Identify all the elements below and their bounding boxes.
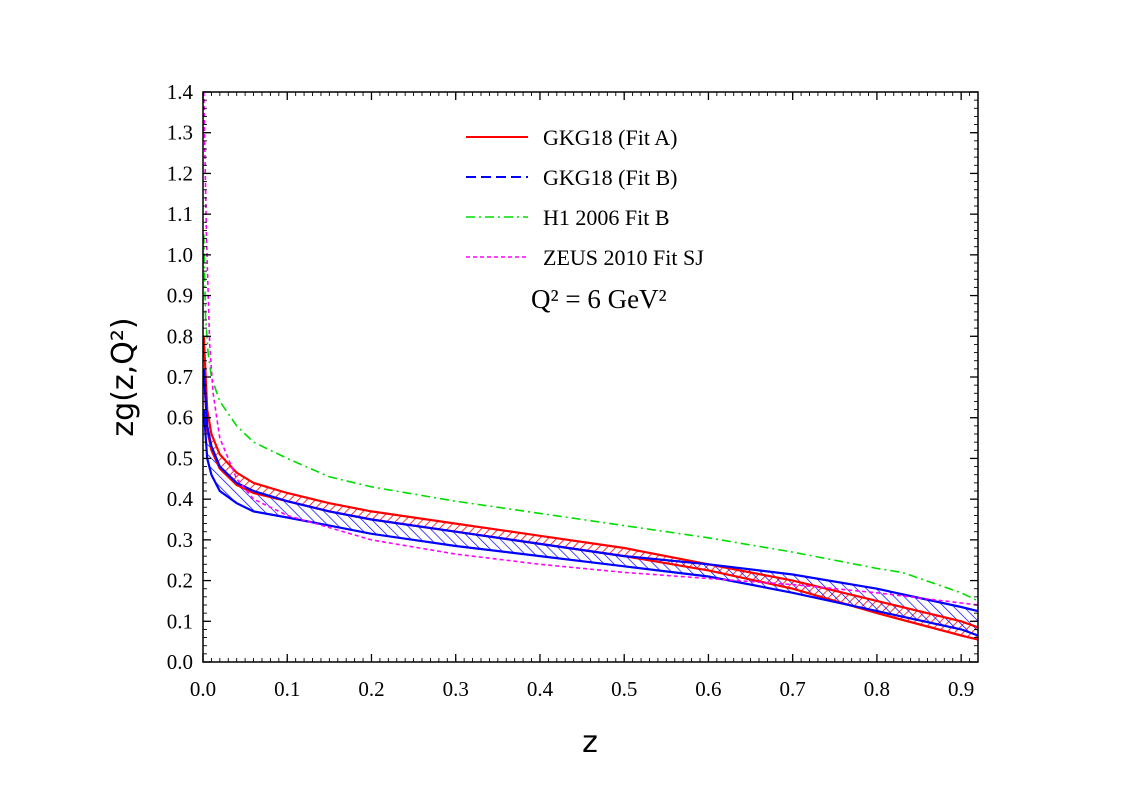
y-tick-label: 1.4	[167, 80, 194, 104]
series-line-3	[203, 92, 978, 606]
y-tick-label: 0.3	[167, 528, 193, 552]
y-tick-label: 0.9	[167, 284, 193, 308]
y-tick-label: 1.3	[167, 121, 193, 145]
x-tick-label: 0.3	[443, 677, 469, 701]
y-tick-label: 0.5	[167, 446, 193, 470]
x-tick-label: 0.2	[358, 677, 384, 701]
y-tick-label: 0.0	[167, 650, 193, 674]
band-upper-line-0	[203, 336, 978, 629]
uncertainty-bands	[203, 336, 978, 640]
x-tick-label: 0.9	[948, 677, 974, 701]
y-tick-label: 0.8	[167, 324, 193, 348]
legend-label: H1 2006 Fit B	[543, 205, 670, 230]
legend-label: GKG18 (Fit A)	[543, 125, 677, 150]
y-axis-label: zg(z,Q²)	[106, 317, 141, 436]
y-tick-label: 0.1	[167, 609, 193, 633]
x-tick-label: 0.7	[780, 677, 806, 701]
x-tick-label: 0.4	[527, 677, 554, 701]
legend-label: GKG18 (Fit B)	[543, 165, 677, 190]
x-tick-label: 0.0	[190, 677, 216, 701]
x-tick-label: 0.5	[611, 677, 637, 701]
y-tick-label: 0.6	[167, 406, 193, 430]
band-lower-line-1	[203, 409, 978, 637]
x-tick-label: 0.6	[695, 677, 721, 701]
y-tick-label: 1.1	[167, 202, 193, 226]
x-axis-label: z	[582, 725, 598, 760]
band-upper-line-1	[203, 368, 978, 613]
y-tick-label: 1.2	[167, 161, 193, 185]
y-tick-label: 0.7	[167, 365, 193, 389]
x-axis: 0.0 0.1 0.2 0.3 0.4 0.5 0.6 0.7 0.8 0.9	[190, 92, 979, 701]
y-tick-label: 0.4	[167, 487, 194, 511]
y-tick-label: 0.2	[167, 569, 193, 593]
x-tick-label: 0.8	[864, 677, 890, 701]
legend: GKG18 (Fit A) GKG18 (Fit B) H1 2006 Fit B Z…	[466, 125, 704, 270]
series-line-2	[203, 234, 978, 602]
q2-annotation: Q² = 6 GeV²	[531, 284, 667, 314]
y-tick-label: 1.0	[167, 243, 193, 267]
y-axis: 0.0 0.1 0.2 0.3 0.4 0.5 0.6 0.7 0.8 0.9 1.0 1.1 1.2 1…	[167, 80, 978, 674]
series-lines	[203, 92, 978, 641]
x-tick-label: 0.1	[274, 677, 300, 701]
legend-label: ZEUS 2010 Fit SJ	[543, 245, 704, 270]
band-1	[203, 368, 978, 636]
